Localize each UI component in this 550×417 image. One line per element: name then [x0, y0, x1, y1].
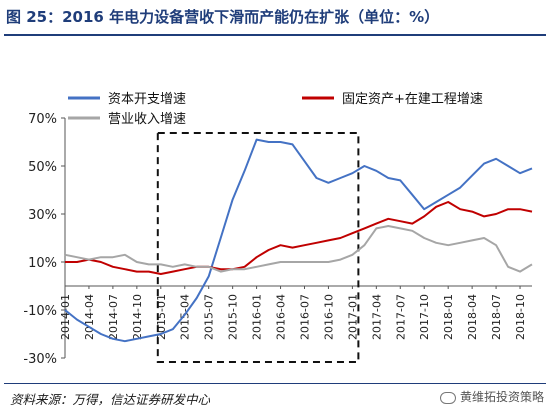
legend-label: 资本开支增速 [108, 92, 186, 107]
x-tick-label: 2017-07 [394, 294, 407, 340]
x-tick-label: 2016-04 [275, 294, 288, 340]
x-tick-label: 2018-07 [490, 294, 503, 340]
x-tick-label: 2014-04 [83, 294, 96, 340]
legend-label: 固定资产+在建工程增速 [342, 92, 483, 107]
y-tick-label: -10% [23, 304, 57, 319]
x-tick-label: 2018-04 [466, 294, 479, 340]
x-tick-label: 2015-07 [203, 294, 216, 340]
series-line-1 [64, 138, 533, 343]
y-tick-label: 30% [28, 208, 57, 223]
series-line-2 [65, 201, 533, 275]
y-tick-label: 70% [28, 112, 57, 127]
x-tick-label: 2018-10 [514, 294, 527, 340]
x-tick-label: 2015-04 [179, 294, 192, 340]
watermark: 黄维拓投资策略 [439, 388, 544, 405]
y-tick-label: 50% [28, 160, 57, 175]
series-line-3 [64, 225, 533, 273]
x-tick-label: 2014-10 [131, 294, 144, 340]
x-tick-label: 2016-10 [322, 294, 335, 340]
figure-title: 图 25：2016 年电力设备营收下滑而产能仍在扩张（单位：%） [6, 8, 440, 26]
title-divider [4, 34, 546, 36]
wechat-icon [439, 391, 456, 404]
footer-divider [4, 383, 546, 384]
x-tick-label: 2017-10 [418, 294, 431, 340]
y-tick-label: 10% [28, 256, 57, 271]
watermark-text: 黄维拓投资策略 [459, 390, 544, 404]
x-tick-label: 2018-01 [442, 294, 455, 340]
x-tick-label: 2016-01 [251, 294, 264, 340]
legend-label: 营业收入增速 [108, 112, 186, 127]
x-tick-label: 2014-07 [107, 294, 120, 340]
y-tick-label: -30% [23, 352, 57, 367]
x-tick-label: 2016-07 [298, 294, 311, 340]
source-note: 资料来源：万得，信达证券研发中心 [10, 392, 211, 407]
x-tick-label: 2017-04 [370, 294, 383, 340]
highlight-box [156, 132, 360, 363]
x-tick-label: 2014-01 [59, 294, 72, 340]
x-tick-label: 2015-10 [227, 294, 240, 340]
x-tick-label: 2017-01 [346, 294, 359, 340]
